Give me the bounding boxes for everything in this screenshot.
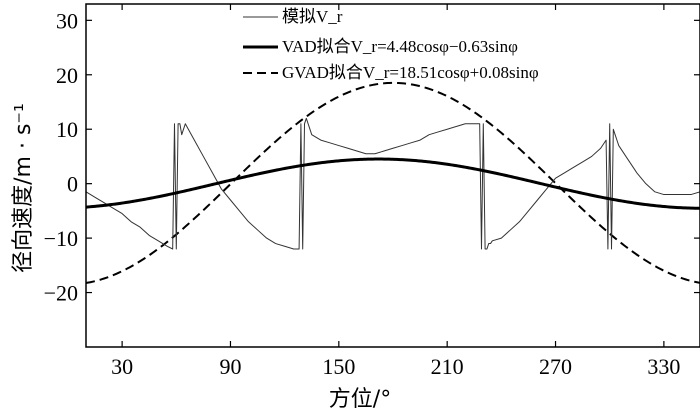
series-vad-line bbox=[85, 157, 700, 210]
x-tick-label: 210 bbox=[431, 354, 464, 379]
x-tick-label: 150 bbox=[322, 354, 355, 379]
y-tick-label: 10 bbox=[56, 117, 78, 142]
y-tick-label: 30 bbox=[56, 8, 78, 33]
axis-ticks: 30 20 10 0 −10 −20 30 90 150 210 270 330 bbox=[44, 4, 700, 379]
series-simulated-line bbox=[85, 117, 700, 250]
x-tick-label: 30 bbox=[111, 354, 133, 379]
x-tick-label: 330 bbox=[647, 354, 680, 379]
y-tick-label: 0 bbox=[67, 172, 78, 197]
y-tick-label: −10 bbox=[44, 226, 78, 251]
y-axis-title: 径向速度/m · s⁻¹ bbox=[11, 103, 36, 273]
y-tick-label: 20 bbox=[56, 63, 78, 88]
legend: 模拟V_r VAD拟合V_r=4.48cosφ−0.63sinφ GVAD拟合V… bbox=[243, 7, 539, 82]
x-tick-label: 270 bbox=[539, 354, 572, 379]
legend-label-simulated: 模拟V_r bbox=[282, 7, 343, 26]
plot-frame bbox=[85, 3, 700, 348]
x-axis-title: 方位/° bbox=[329, 387, 391, 412]
plot-area bbox=[85, 81, 700, 284]
x-tick-label: 90 bbox=[219, 354, 241, 379]
legend-label-vad: VAD拟合V_r=4.48cosφ−0.63sinφ bbox=[282, 37, 518, 56]
legend-label-gvad: GVAD拟合V_r=18.51cosφ+0.08sinφ bbox=[282, 63, 539, 82]
series-gvad-line bbox=[85, 81, 700, 284]
y-tick-label: −20 bbox=[44, 281, 78, 306]
